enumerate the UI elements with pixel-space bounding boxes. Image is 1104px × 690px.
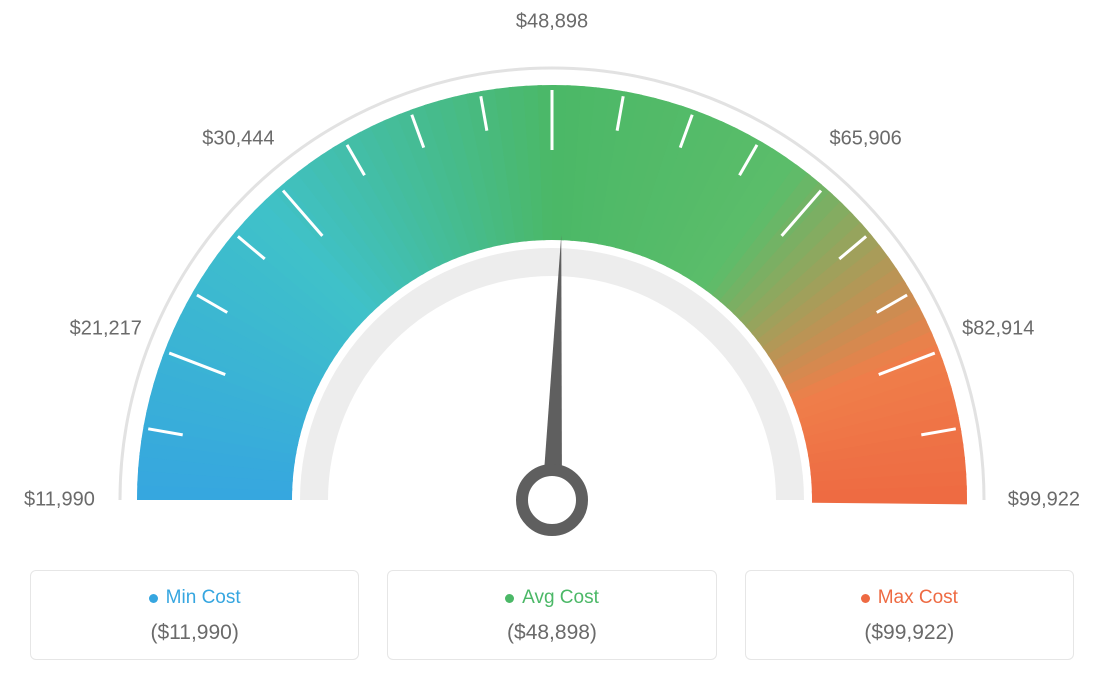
scale-label: $30,444 — [202, 128, 274, 151]
legend-card-avg: Avg Cost ($48,898) — [387, 570, 716, 660]
scale-label: $65,906 — [829, 128, 901, 151]
scale-label: $21,217 — [70, 317, 142, 340]
scale-label: $11,990 — [24, 489, 95, 512]
legend-row: Min Cost ($11,990) Avg Cost ($48,898) Ma… — [0, 570, 1104, 660]
legend-label-avg: Avg Cost — [522, 587, 599, 609]
legend-value-min: ($11,990) — [41, 621, 348, 645]
needle-hub — [522, 470, 582, 530]
legend-label-min: Min Cost — [166, 587, 241, 609]
legend-title-min: Min Cost — [149, 587, 241, 609]
legend-title-max: Max Cost — [861, 587, 958, 609]
legend-value-max: ($99,922) — [756, 621, 1063, 645]
gauge-svg — [0, 0, 1104, 560]
legend-value-avg: ($48,898) — [398, 621, 705, 645]
gauge-chart: $11,990 $21,217 $30,444 $48,898 $65,906 $82,9… — [0, 0, 1104, 560]
scale-label: $82,914 — [962, 317, 1034, 340]
legend-label-max: Max Cost — [878, 587, 958, 609]
legend-dot-max — [861, 594, 870, 603]
scale-label: $48,898 — [516, 11, 588, 34]
scale-label: $99,922 — [1008, 489, 1080, 512]
legend-dot-avg — [505, 594, 514, 603]
legend-title-avg: Avg Cost — [505, 587, 599, 609]
legend-dot-min — [149, 594, 158, 603]
legend-card-max: Max Cost ($99,922) — [745, 570, 1074, 660]
legend-card-min: Min Cost ($11,990) — [30, 570, 359, 660]
